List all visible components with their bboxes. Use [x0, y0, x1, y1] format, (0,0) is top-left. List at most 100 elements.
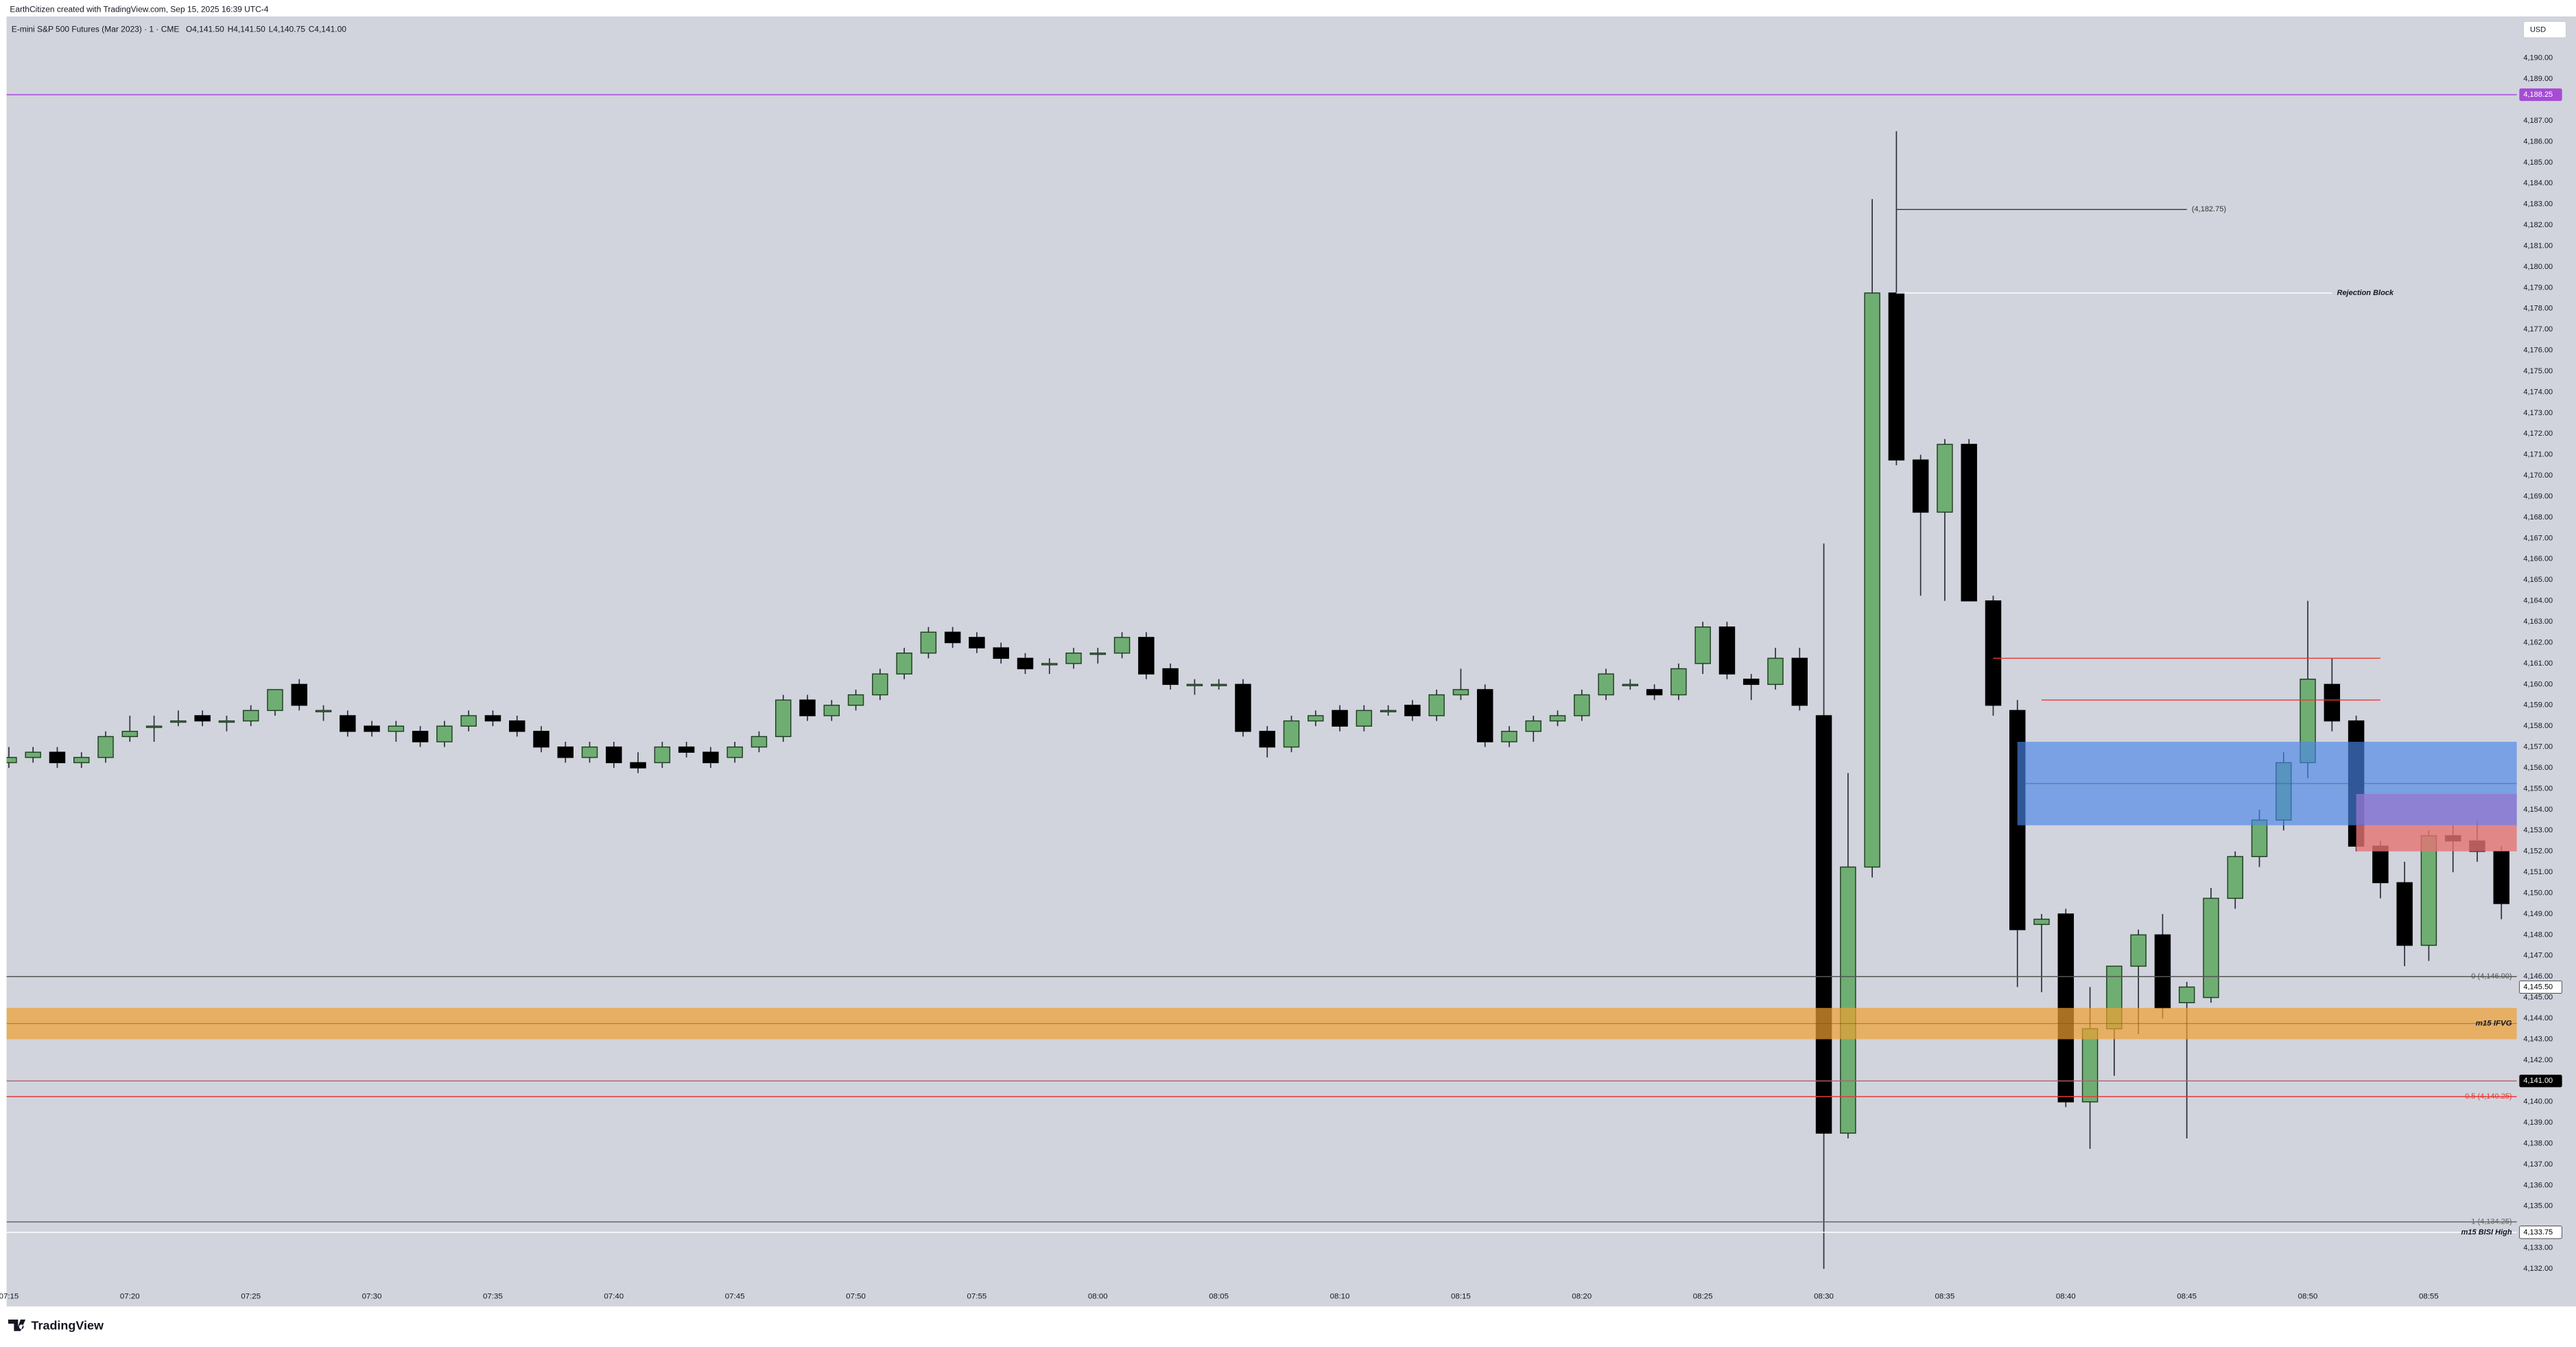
y-tick-label: 4,176.00 [2523, 347, 2553, 355]
candle-body [630, 762, 646, 769]
candle-body [1574, 694, 1590, 716]
candle-body [944, 631, 961, 644]
candle-body [920, 631, 937, 654]
x-tick-label: 08:50 [2298, 1293, 2318, 1301]
candle-body [2178, 986, 2195, 1003]
currency-box [2522, 21, 2567, 38]
candle-body [1065, 653, 1082, 664]
candle-body [2493, 850, 2509, 904]
candle-body [799, 699, 816, 716]
candle-body [2227, 856, 2243, 899]
candle-body [1840, 866, 1856, 1134]
y-tick-label: 4,145.00 [2523, 994, 2553, 1002]
candle-body [121, 731, 139, 738]
candle-body [1452, 689, 1469, 696]
x-tick-label: 08:20 [1572, 1293, 1592, 1301]
candle-body [1138, 637, 1155, 675]
candle-body [2251, 819, 2268, 858]
attribution: EarthCitizen created with TradingView.co… [10, 5, 268, 14]
candle-body [823, 705, 840, 716]
candle-body [412, 731, 429, 742]
candle-body [1259, 731, 1275, 748]
candle-body [508, 720, 525, 732]
y-tick-label: 4,166.00 [2523, 555, 2553, 563]
candle-body [170, 720, 187, 723]
plot-background [6, 16, 2576, 1307]
candle-body [49, 751, 66, 764]
y-tick-label: 4,150.00 [2523, 889, 2553, 897]
y-tick-label: 4,160.00 [2523, 680, 2553, 688]
currency-label: USD [2530, 25, 2546, 34]
y-tick-label: 4,178.00 [2523, 305, 2553, 313]
y-tick-label: 4,173.00 [2523, 409, 2553, 417]
y-tick-label: 4,180.00 [2523, 263, 2553, 271]
candle-body [581, 746, 598, 758]
x-tick-label: 08:25 [1693, 1293, 1713, 1301]
y-tick-label: 4,175.00 [2523, 367, 2553, 375]
logo: TradingView [8, 1318, 104, 1332]
y-tick-label: 4,153.00 [2523, 826, 2553, 834]
y-tick-label: 4,167.00 [2523, 534, 2553, 542]
candle-body [1113, 637, 1131, 654]
candle-body [872, 673, 888, 696]
candle-body [145, 725, 163, 728]
ohlc-readout: O4,141.50 [186, 24, 224, 34]
candle-body [2057, 913, 2075, 1103]
y-tick-label: 4,133.00 [2523, 1244, 2553, 1252]
candle-body [1089, 653, 1107, 655]
y-tick-label: 4,137.00 [2523, 1160, 2553, 1169]
candle-body [2130, 934, 2147, 967]
candle-body [1332, 710, 1348, 727]
price-axis-label-box [2519, 980, 2563, 994]
y-tick-label: 4,152.00 [2523, 847, 2553, 856]
zone [2356, 794, 2517, 825]
candle-body [1888, 292, 1905, 461]
candle-body [1937, 443, 1953, 513]
level-label: Rejection Block [2337, 289, 2394, 297]
x-tick-label: 07:50 [846, 1293, 866, 1301]
level-label: m15 BISI High [2461, 1228, 2512, 1237]
x-tick-label: 08:45 [2177, 1293, 2197, 1301]
y-tick-label: 4,142.00 [2523, 1056, 2553, 1064]
level-label: (4,182.75) [2192, 205, 2226, 213]
candle-body [1864, 292, 1880, 868]
candle-body [2372, 845, 2389, 884]
zone-label: m15 IFVG [2476, 1020, 2512, 1028]
x-tick-label: 08:30 [1814, 1293, 1834, 1301]
y-tick-label: 4,147.00 [2523, 952, 2553, 960]
y-tick-label: 4,159.00 [2523, 701, 2553, 710]
y-tick-label: 4,183.00 [2523, 200, 2553, 209]
x-tick-label: 07:35 [483, 1293, 503, 1301]
candle-body [2420, 835, 2437, 946]
candle-body [1308, 715, 1324, 722]
candle-body [1598, 673, 1614, 696]
y-tick-label: 4,154.00 [2523, 806, 2553, 814]
candle-body [1646, 689, 1663, 696]
price-axis-label: 4,141.00 [2523, 1077, 2553, 1085]
ohlc-readout: C4,141.00 [309, 24, 347, 34]
candle-body [1670, 668, 1687, 696]
candle-body [2203, 898, 2219, 998]
y-tick-label: 4,172.00 [2523, 430, 2553, 438]
y-tick-label: 4,182.00 [2523, 221, 2553, 229]
level-label: 0 (4,146.00) [2471, 972, 2512, 981]
candle-body [678, 746, 695, 753]
candle-body [97, 736, 114, 758]
candle-body [1428, 694, 1445, 716]
candle-body [1815, 715, 1832, 1134]
y-tick-label: 4,132.00 [2523, 1265, 2553, 1273]
candle-body [1041, 663, 1058, 666]
candle-body [1404, 705, 1421, 716]
x-tick-label: 07:40 [604, 1293, 624, 1301]
candle-body [388, 725, 405, 732]
level-label: 1 (4,134.25) [2471, 1218, 2512, 1226]
candle-body [267, 689, 283, 712]
x-tick-label: 08:10 [1330, 1293, 1350, 1301]
y-tick-label: 4,184.00 [2523, 179, 2553, 187]
price-axis-label: 4,133.75 [2523, 1228, 2553, 1237]
candle-body [242, 710, 259, 722]
candle-body [1501, 731, 1517, 742]
candle-body [606, 746, 622, 764]
y-tick-label: 4,174.00 [2523, 388, 2553, 396]
candle-body [1210, 683, 1227, 686]
